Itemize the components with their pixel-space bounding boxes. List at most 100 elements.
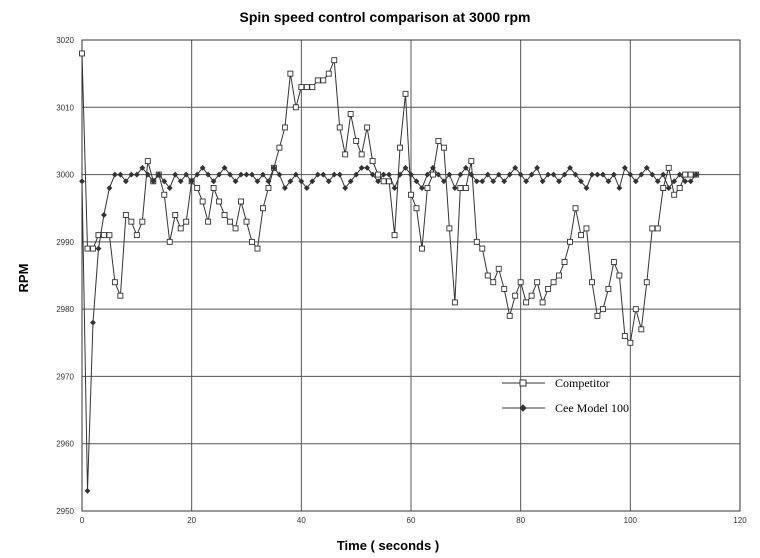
data-point-cee-model-100	[216, 171, 223, 178]
data-point-cee-model-100	[671, 178, 678, 185]
data-point-cee-model-100	[364, 164, 371, 171]
data-point-competitor	[347, 111, 354, 117]
data-point-cee-model-100	[298, 178, 305, 185]
data-point-competitor	[589, 279, 595, 286]
data-point-competitor	[484, 272, 491, 279]
data-point-cee-model-100	[495, 171, 502, 178]
legend: Competitor Cee Model 100	[502, 376, 629, 415]
data-point-cee-model-100	[424, 171, 431, 178]
data-point-competitor	[429, 171, 436, 178]
data-point-cee-model-100	[188, 178, 195, 185]
data-point-cee-model-100	[605, 178, 612, 185]
data-point-cee-model-100	[281, 185, 288, 191]
data-point-competitor	[314, 77, 321, 84]
data-point-competitor	[276, 144, 283, 151]
x-tick-label: 40	[297, 516, 306, 525]
data-point-cee-model-100	[375, 178, 382, 185]
y-tick-label: 2980	[56, 305, 74, 314]
data-point-competitor	[413, 205, 420, 212]
data-point-competitor	[139, 218, 146, 225]
data-point-cee-model-100	[572, 171, 579, 178]
data-point-competitor	[440, 144, 447, 151]
series-layer	[79, 50, 700, 494]
data-point-cee-model-100	[676, 171, 683, 178]
data-point-competitor	[654, 225, 661, 232]
data-point-competitor	[221, 211, 228, 218]
data-point-competitor	[512, 292, 519, 299]
data-point-competitor	[84, 245, 91, 252]
data-point-competitor	[298, 84, 305, 91]
data-point-cee-model-100	[90, 319, 96, 326]
data-point-competitor	[303, 84, 310, 91]
data-point-competitor	[495, 265, 502, 272]
data-point-cee-model-100	[342, 185, 349, 191]
data-point-competitor	[621, 333, 628, 340]
data-point-competitor	[238, 198, 244, 205]
data-point-cee-model-100	[380, 171, 387, 178]
data-point-competitor	[490, 279, 497, 286]
data-point-competitor	[309, 84, 316, 91]
data-point-cee-model-100	[627, 171, 634, 178]
data-point-competitor	[446, 225, 453, 232]
data-point-cee-model-100	[249, 171, 255, 178]
data-point-cee-model-100	[490, 178, 497, 185]
data-point-cee-model-100	[358, 164, 365, 171]
data-point-competitor	[166, 238, 173, 245]
data-point-competitor	[90, 245, 96, 252]
data-point-competitor	[594, 312, 601, 319]
data-point-competitor	[254, 245, 261, 252]
data-point-competitor	[243, 218, 250, 225]
data-point-competitor	[397, 144, 403, 151]
data-point-competitor	[550, 279, 557, 286]
legend-marker-cee-model-100	[519, 404, 527, 412]
x-tick-label: 100	[624, 516, 638, 525]
data-point-competitor	[572, 205, 579, 212]
data-point-cee-model-100	[528, 171, 535, 178]
data-point-cee-model-100	[632, 178, 639, 185]
y-tick-label: 3010	[56, 103, 74, 112]
data-point-cee-model-100	[232, 178, 239, 185]
data-point-competitor	[682, 171, 689, 178]
data-point-cee-model-100	[660, 171, 667, 178]
data-point-competitor	[205, 218, 212, 225]
data-point-competitor	[287, 70, 294, 77]
data-point-cee-model-100	[402, 164, 409, 171]
data-point-competitor	[227, 218, 234, 225]
data-point-cee-model-100	[183, 171, 190, 178]
legend-marker-competitor	[519, 379, 527, 387]
data-point-competitor	[177, 225, 184, 232]
data-point-cee-model-100	[122, 178, 129, 185]
x-axis-title: Time ( seconds )	[337, 538, 439, 553]
y-tick-label: 3020	[56, 36, 74, 45]
data-point-competitor	[632, 306, 639, 313]
plot-frame	[81, 39, 741, 512]
data-point-competitor	[369, 158, 376, 165]
data-point-competitor	[616, 272, 623, 279]
data-point-competitor	[117, 292, 124, 299]
data-point-competitor	[528, 292, 535, 299]
data-point-competitor	[281, 124, 288, 131]
data-point-cee-model-100	[621, 164, 628, 171]
data-point-cee-model-100	[238, 171, 244, 178]
data-point-cee-model-100	[561, 171, 568, 178]
data-point-cee-model-100	[227, 171, 233, 178]
data-point-competitor	[199, 198, 206, 205]
y-tick-label: 2970	[56, 372, 74, 381]
data-point-competitor	[79, 50, 85, 57]
data-point-competitor	[462, 185, 469, 191]
data-point-cee-model-100	[599, 171, 606, 178]
series-competitor	[79, 50, 700, 346]
data-point-cee-model-100	[419, 185, 425, 191]
data-point-competitor	[111, 279, 118, 286]
data-point-competitor	[676, 185, 683, 191]
data-point-competitor	[325, 70, 332, 77]
data-point-cee-model-100	[117, 171, 124, 178]
data-point-competitor	[194, 185, 201, 191]
data-point-cee-model-100	[501, 178, 508, 185]
data-point-competitor	[451, 299, 458, 306]
data-point-cee-model-100	[106, 185, 113, 191]
data-point-cee-model-100	[610, 171, 617, 178]
data-point-competitor	[578, 232, 584, 239]
